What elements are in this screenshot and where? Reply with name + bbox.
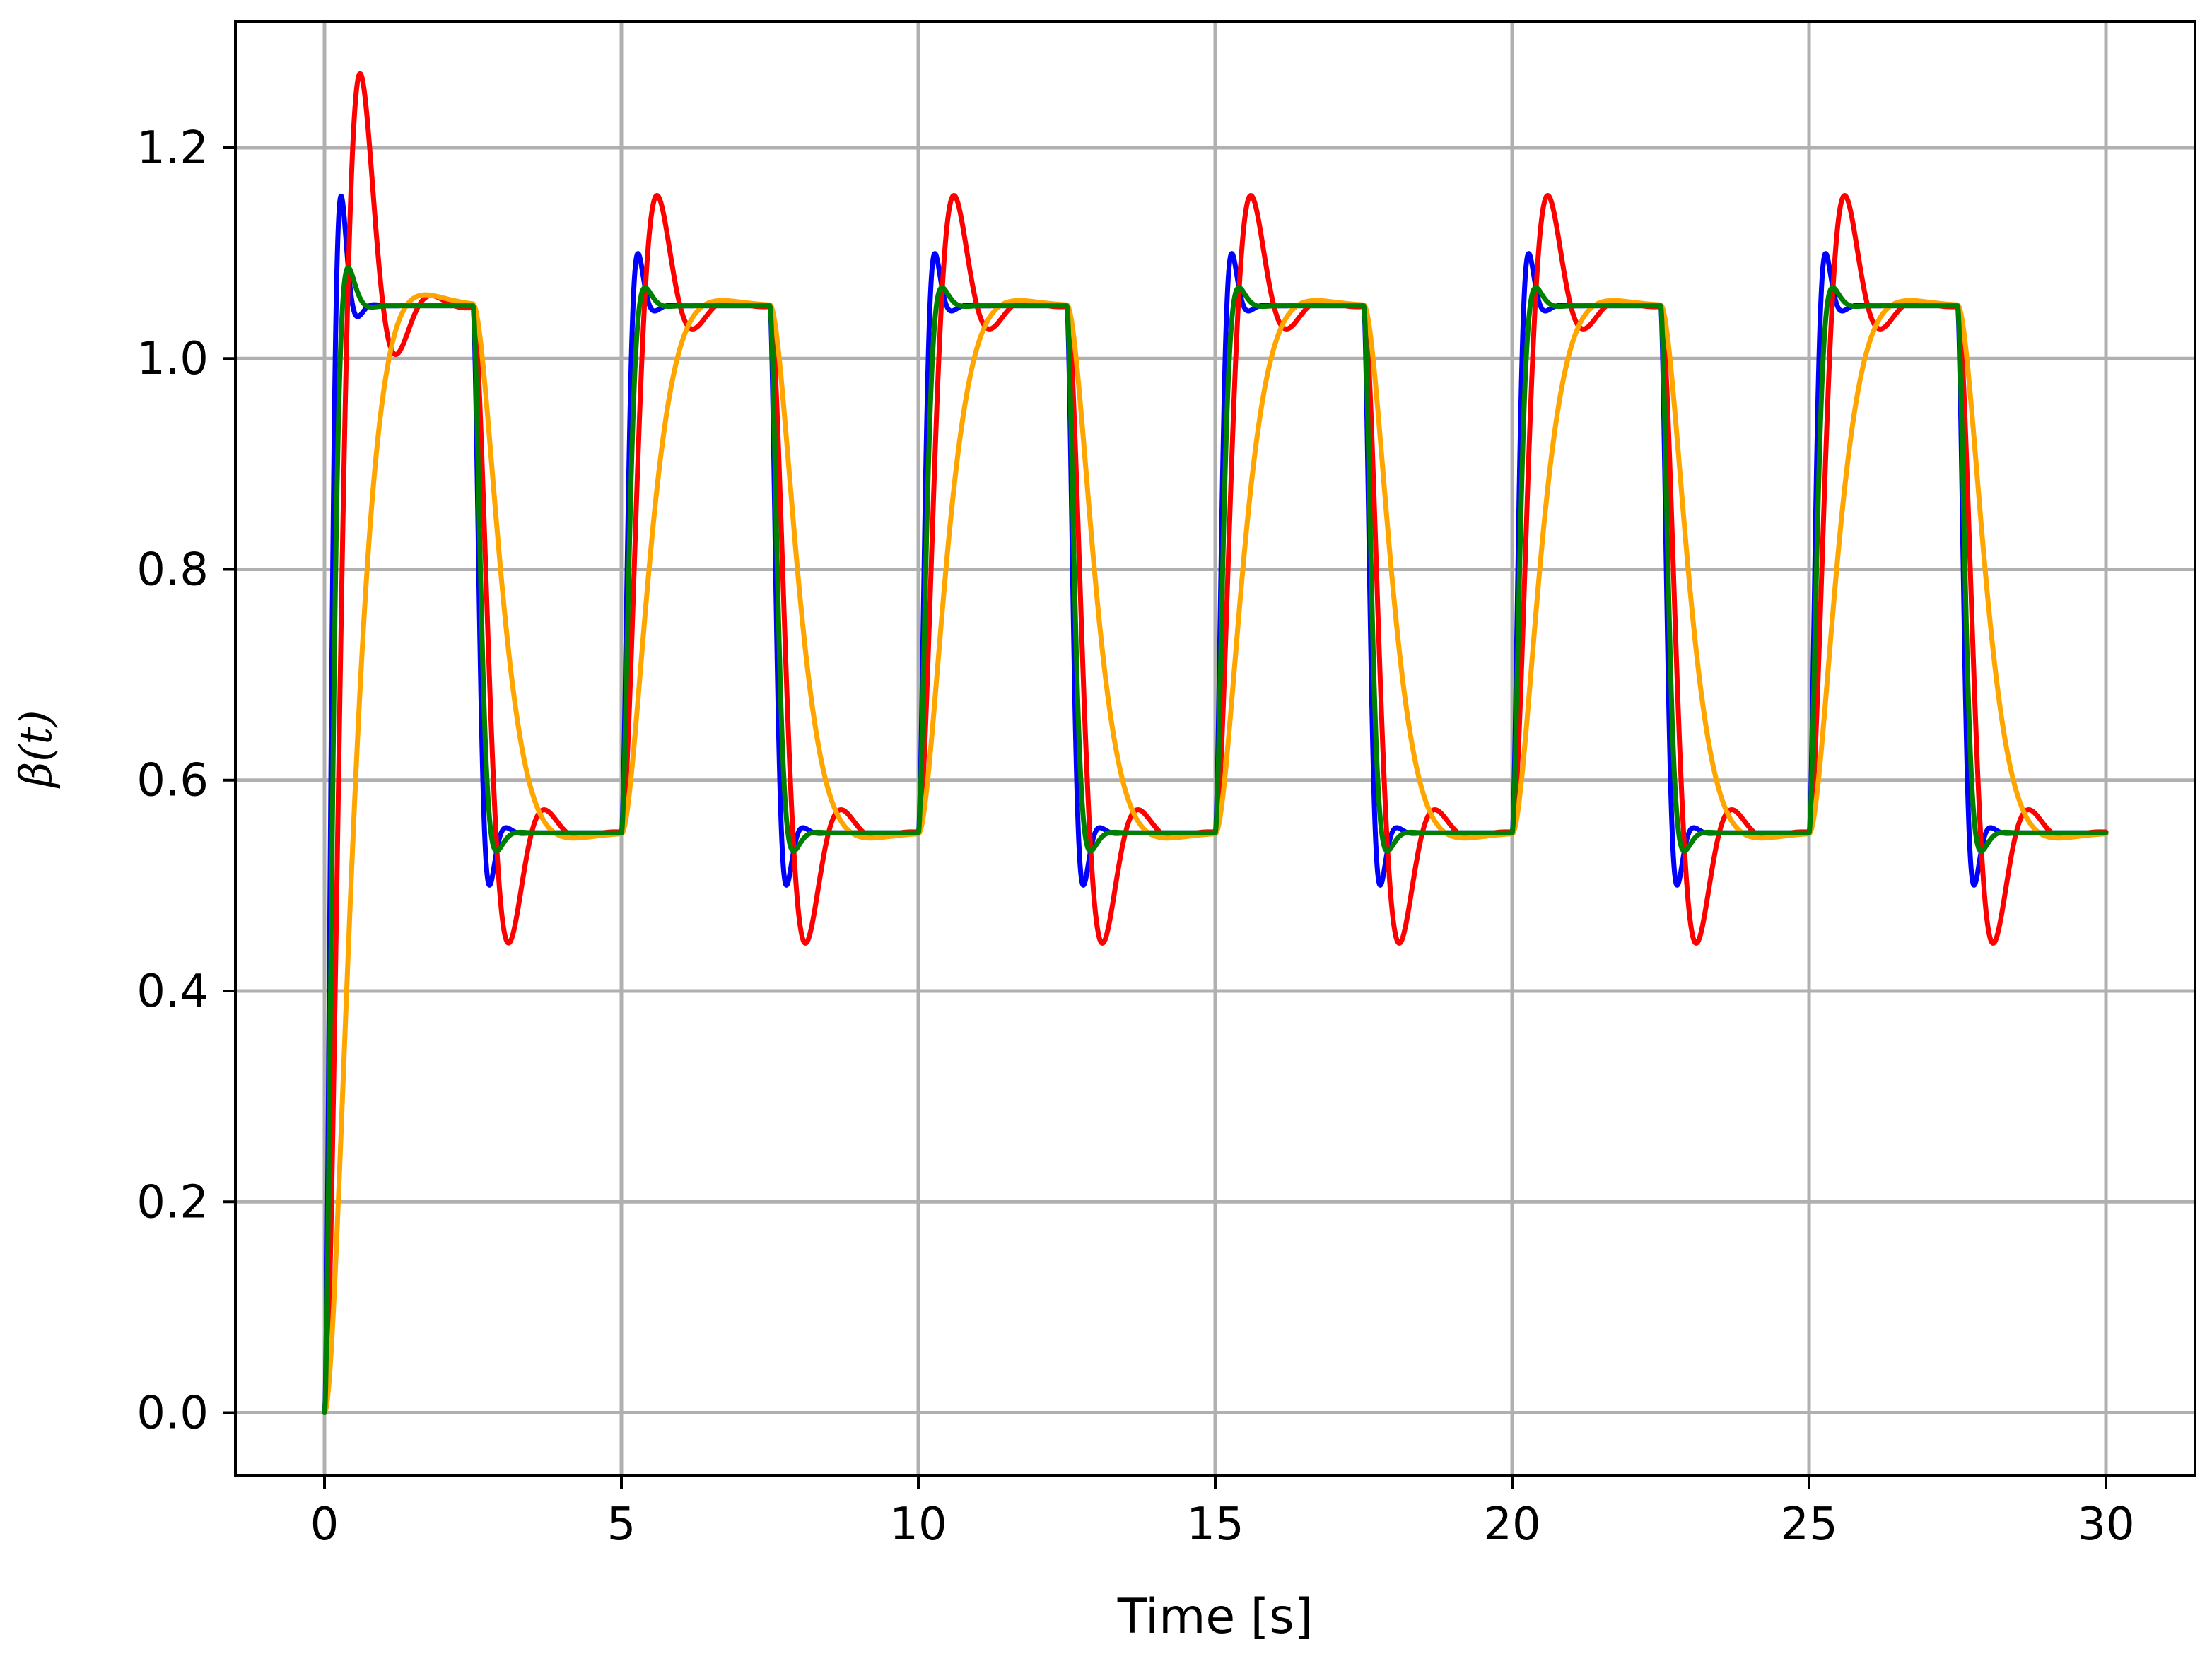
x-axis-label: Time [s]: [1117, 1589, 1313, 1645]
y-axis-ticks: 0.0 0.2 0.4 0.6 0.8 1.0 1.2: [136, 122, 235, 1440]
x-tick-label: 15: [1186, 1498, 1243, 1551]
x-axis-ticks: 0 5 10 15 20 25 30: [310, 1476, 2135, 1551]
y-tick-label: 1.2: [136, 122, 209, 175]
series-line-4: [322, 265, 2109, 1416]
y-tick-label: 0.8: [136, 544, 209, 596]
x-tick-label: 25: [1780, 1498, 1837, 1551]
x-tick-label: 20: [1483, 1498, 1540, 1551]
y-tick-label: 0.2: [136, 1176, 209, 1228]
y-axis-label: β(t): [10, 710, 62, 788]
x-tick-label: 10: [889, 1498, 947, 1551]
grid: [235, 21, 2195, 1476]
y-tick-label: 1.0: [136, 333, 209, 385]
y-tick-label: 0.0: [136, 1388, 209, 1440]
x-tick-label: 0: [310, 1498, 339, 1551]
series-group: [322, 71, 2109, 1416]
y-tick-label: 0.6: [136, 755, 209, 807]
y-tick-label: 0.4: [136, 966, 209, 1018]
x-tick-label: 30: [2077, 1498, 2134, 1551]
x-tick-label: 5: [607, 1498, 636, 1551]
